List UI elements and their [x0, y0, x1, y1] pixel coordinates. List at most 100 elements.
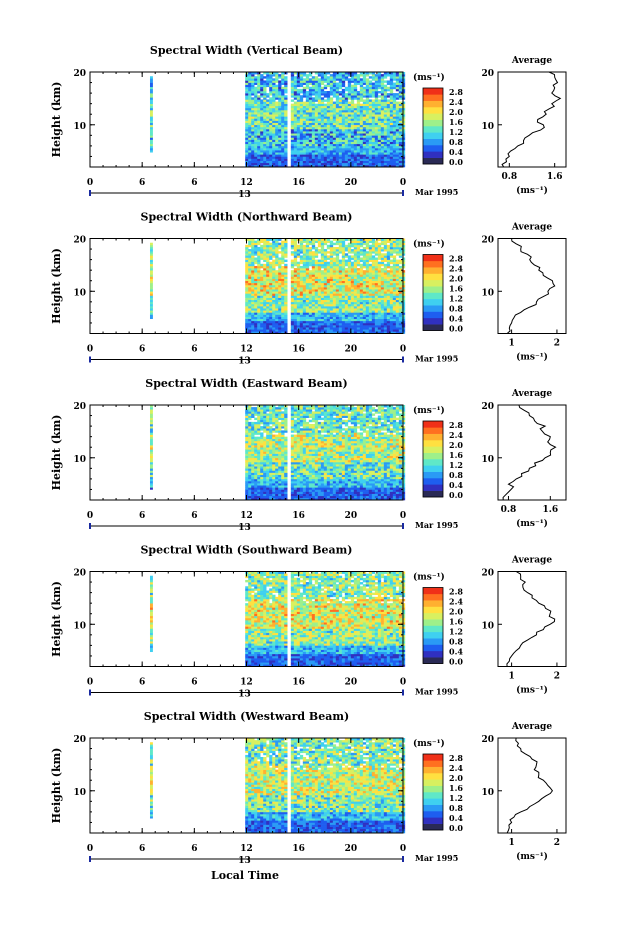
heatmap-cell	[293, 287, 298, 290]
heatmap-cell	[356, 80, 361, 83]
heatmap-cell	[368, 297, 373, 301]
heatmap-cell	[371, 72, 376, 75]
heatmap-cell	[380, 314, 385, 317]
heatmap-cell	[365, 251, 370, 254]
heatmap-cell	[260, 274, 264, 277]
heatmap-cell	[374, 249, 379, 252]
heatmap-cell	[251, 268, 255, 271]
heatmap-cell	[266, 107, 270, 111]
heatmap-cell	[323, 141, 328, 145]
heatmap-cell	[257, 162, 261, 166]
heatmap-cell	[317, 152, 322, 155]
heatmap-cell	[323, 150, 328, 153]
heatmap-cell	[365, 107, 370, 111]
heatmap-cell	[248, 322, 252, 326]
heatmap-cell	[356, 282, 361, 286]
heatmap-cell	[272, 78, 276, 81]
heatmap-cell	[332, 301, 337, 305]
heatmap-cell	[356, 148, 361, 151]
heatmap-cell	[329, 265, 334, 269]
heatmap-cell	[395, 143, 400, 147]
heatmap-cell	[305, 99, 310, 102]
heatmap-cell	[311, 318, 316, 322]
heatmap-cell	[302, 310, 307, 313]
heatmap-cell	[362, 297, 367, 301]
heatmap-cell	[344, 282, 349, 286]
heatmap-cell	[383, 99, 388, 102]
heatmap-cell	[356, 240, 361, 244]
heatmap-cell	[248, 478, 252, 482]
heatmap-cell	[251, 295, 255, 298]
heatmap-cell	[374, 284, 379, 288]
heatmap-cell	[149, 122, 153, 126]
heatmap-cell	[278, 120, 282, 123]
heatmap-cell	[398, 116, 403, 119]
colorbar-swatch	[423, 260, 443, 268]
heatmap-cell	[386, 257, 391, 260]
heatmap-cell	[395, 150, 400, 153]
heatmap-cell	[254, 301, 258, 305]
heatmap-cell	[308, 246, 313, 250]
heatmap-cell	[311, 327, 316, 330]
heatmap-cell	[260, 120, 264, 123]
heatmap-cell	[248, 110, 252, 113]
heatmap-cell	[275, 116, 279, 119]
heatmap-cell	[368, 270, 373, 273]
heatmap-cell	[389, 242, 394, 246]
heatmap-cell	[389, 327, 394, 330]
heatmap-cell	[299, 82, 304, 85]
heatmap-cell	[320, 162, 325, 166]
heatmap-cell	[338, 295, 343, 298]
heatmap-cell	[293, 143, 298, 147]
heatmap-cell	[356, 246, 361, 250]
heatmap-cell	[398, 76, 403, 79]
heatmap-cell	[248, 280, 252, 284]
heatmap-cell	[377, 255, 382, 258]
heatmap-cell	[374, 137, 379, 140]
heatmap-cell	[389, 162, 394, 166]
heatmap-cell	[311, 257, 316, 260]
heatmap-cell	[365, 129, 370, 132]
x-tick-label: 6	[191, 178, 197, 188]
heatmap-cell	[284, 278, 288, 282]
heatmap-cell	[392, 242, 397, 246]
heatmap-cell	[251, 314, 255, 317]
heatmap-cell	[245, 95, 249, 98]
heatmap-cell	[302, 272, 307, 275]
heatmap-cell	[314, 287, 319, 290]
heatmap-cell	[338, 114, 343, 117]
heatmap-cell	[275, 306, 279, 309]
heatmap-cell	[272, 126, 276, 130]
heatmap-cell	[149, 88, 153, 92]
colorbar-frame	[422, 87, 444, 165]
heatmap-cell	[335, 133, 340, 136]
heatmap-cell	[251, 158, 255, 161]
heatmap-cell	[353, 133, 358, 136]
heatmap-cell	[320, 116, 325, 119]
heatmap-cell	[254, 312, 258, 315]
heatmap-cell	[356, 327, 361, 330]
heatmap-cell	[320, 101, 325, 104]
heatmap-cell	[266, 112, 270, 115]
heatmap-cell	[329, 97, 334, 100]
heatmap-cell	[332, 126, 337, 130]
heatmap-cell	[245, 459, 249, 463]
heatmap-cell	[296, 156, 301, 159]
heatmap-cell	[386, 141, 391, 145]
heatmap-cell	[395, 124, 400, 128]
heatmap-cell	[257, 160, 261, 164]
heatmap-cell	[344, 74, 349, 77]
heatmap-cell	[248, 74, 252, 77]
heatmap-cell	[278, 116, 282, 119]
heatmap-cell	[356, 154, 361, 157]
heatmap-cell	[311, 322, 316, 326]
heatmap-cell	[302, 327, 307, 330]
heatmap-cell	[272, 263, 276, 267]
heatmap-cell	[251, 491, 255, 494]
heatmap-cell	[284, 303, 288, 307]
heatmap-cell	[260, 110, 264, 113]
heatmap-cell	[281, 240, 285, 244]
heatmap-cell	[275, 107, 279, 111]
heatmap-cell	[281, 259, 285, 263]
heatmap-cell	[356, 289, 361, 292]
